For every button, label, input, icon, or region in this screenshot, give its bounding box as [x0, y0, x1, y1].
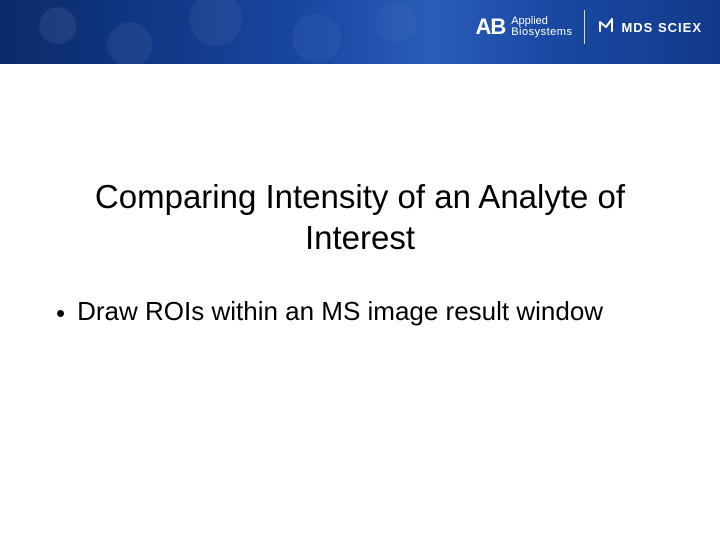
mds-logo-text: MDS SCIEX	[621, 20, 702, 35]
bullet-icon: •	[56, 297, 65, 330]
bullet-text: Draw ROIs within an MS image result wind…	[77, 295, 664, 328]
list-item: • Draw ROIs within an MS image result wi…	[56, 295, 664, 330]
ab-logo-text: Applied Biosystems	[511, 16, 572, 38]
logo-divider	[584, 10, 585, 44]
slide-title: Comparing Intensity of an Analyte of Int…	[56, 176, 664, 259]
mds-text-sciex: SCIEX	[658, 20, 702, 35]
ab-mark-icon: AB	[475, 16, 505, 38]
header-logos: AB Applied Biosystems MDS SCIEX	[475, 10, 702, 44]
mds-mark-icon	[597, 16, 615, 39]
ab-logo-line2: Biosystems	[511, 27, 572, 38]
applied-biosystems-logo: AB Applied Biosystems	[475, 16, 572, 38]
mds-sciex-logo: MDS SCIEX	[597, 16, 702, 39]
ab-mark-text: AB	[475, 16, 505, 38]
slide-content: Comparing Intensity of an Analyte of Int…	[0, 176, 720, 330]
bullet-list: • Draw ROIs within an MS image result wi…	[56, 295, 664, 330]
mds-text-mds: MDS	[621, 20, 653, 35]
header-band: AB Applied Biosystems MDS SCIEX	[0, 0, 720, 64]
